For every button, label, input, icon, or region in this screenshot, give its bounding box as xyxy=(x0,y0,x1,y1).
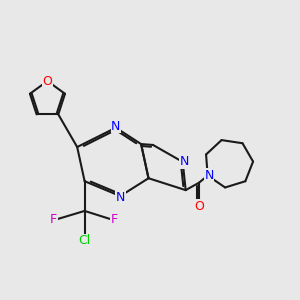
Text: N: N xyxy=(205,169,214,182)
Text: Cl: Cl xyxy=(79,234,91,247)
Text: N: N xyxy=(111,120,121,133)
Text: O: O xyxy=(43,74,52,88)
Text: N: N xyxy=(179,155,189,168)
Text: F: F xyxy=(50,213,57,226)
Text: O: O xyxy=(194,200,204,213)
Text: N: N xyxy=(116,191,125,204)
Text: F: F xyxy=(111,213,118,226)
